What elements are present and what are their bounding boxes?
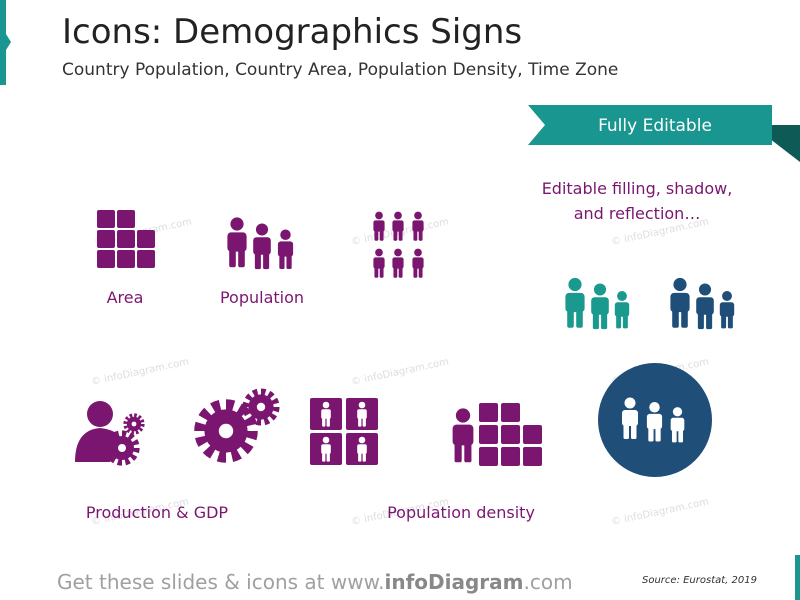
badge-text: Fully Editable — [598, 116, 712, 136]
badge: Fully Editable — [528, 105, 800, 162]
circle-people-icon — [598, 363, 712, 477]
label-area: Area — [107, 288, 144, 307]
note: and reflection… — [574, 204, 701, 223]
population-icon — [227, 217, 294, 270]
teal-people-icon — [565, 277, 630, 330]
label-population: Population — [220, 288, 304, 307]
people-grid-icon — [373, 211, 424, 278]
label-density: Population density — [387, 503, 535, 522]
density-icon — [452, 403, 542, 466]
svg-text:© infoDiagram.com: © infoDiagram.com — [90, 357, 190, 388]
footer: Get these slides & icons at www.infoDiag… — [57, 570, 573, 594]
title: Icons: Demographics Signs — [62, 12, 522, 52]
blue-people-icon — [670, 277, 735, 330]
boxed-people-icon — [310, 398, 378, 465]
source: Source: Eurostat, 2019 — [642, 575, 757, 586]
label-production: Production & GDP — [86, 503, 228, 522]
note: Editable filling, shadow, — [542, 179, 733, 198]
subtitle: Country Population, Country Area, Popula… — [62, 60, 618, 80]
area-icon — [97, 210, 155, 268]
production-icon — [75, 392, 276, 463]
svg-text:© infoDiagram.com: © infoDiagram.com — [610, 497, 710, 528]
svg-text:© infoDiagram.com: © infoDiagram.com — [350, 357, 450, 388]
